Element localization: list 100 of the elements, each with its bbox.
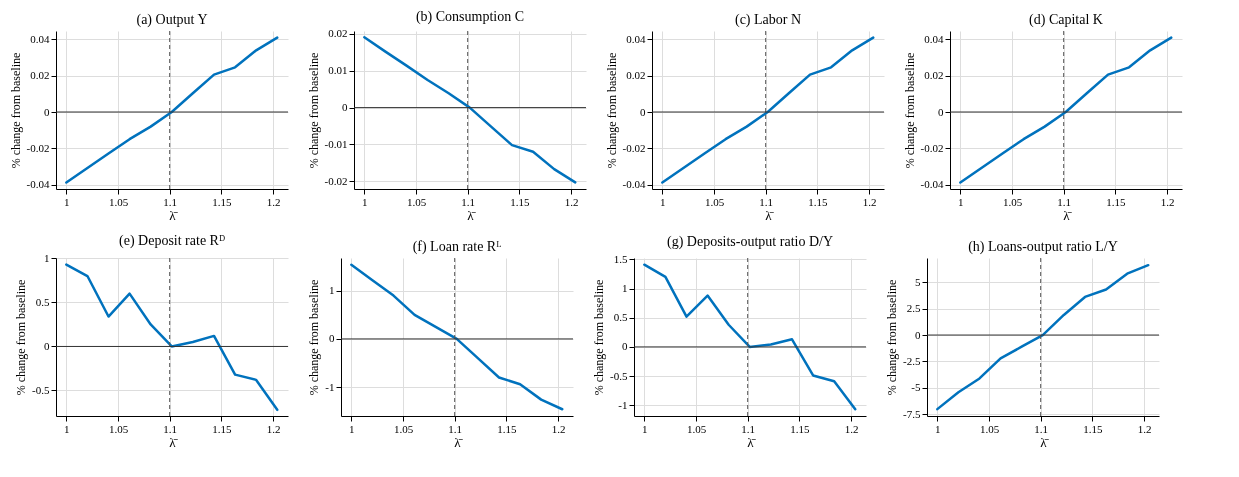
- y-tick-label: -0.01: [324, 137, 348, 150]
- x-tick-label: 1.05: [406, 195, 427, 208]
- x-tick-label: 1: [958, 195, 964, 208]
- x-tick-label: 1.2: [564, 195, 579, 208]
- x-tick-label: 1.15: [212, 195, 232, 208]
- x-axis-title: λ̄: [1063, 207, 1072, 223]
- y-axis-title: % change from baseline: [14, 279, 29, 396]
- y-tick-label: 2.5: [906, 302, 921, 315]
- x-axis-title: λ̄: [467, 207, 476, 223]
- x-tick-label: 1.05: [393, 422, 414, 435]
- y-tick-label: 0: [622, 340, 628, 353]
- y-axis-title: % change from baseline: [306, 52, 321, 169]
- x-tick-label: 1.1: [741, 422, 756, 435]
- y-tick-label: 0: [640, 105, 646, 118]
- line-series: [959, 36, 1173, 184]
- y-tick-label: -0.04: [622, 178, 646, 191]
- y-tick-label: -5: [911, 381, 921, 394]
- y-tick-label: 0: [915, 328, 921, 341]
- x-tick-label: 1.2: [266, 195, 281, 208]
- x-tick-label: 1.1: [759, 195, 774, 208]
- y-axis-title: % change from baseline: [592, 279, 607, 396]
- x-tick-label: 1.05: [979, 422, 1000, 435]
- y-tick-label: -1: [618, 398, 628, 411]
- y-tick-label: 0: [44, 105, 50, 118]
- y-tick-label: 1: [622, 282, 628, 295]
- x-tick-label: 1.05: [1002, 195, 1023, 208]
- x-tick-label: 1: [64, 195, 70, 208]
- y-tick-label: -0.02: [26, 142, 50, 154]
- y-tick-label: 0: [938, 105, 944, 118]
- x-tick-label: 1.1: [448, 422, 463, 435]
- chart-title: (g) Deposits-output ratio D/Y: [666, 234, 834, 251]
- line-series: [65, 36, 279, 184]
- x-tick-label: 1: [362, 195, 368, 208]
- x-tick-label: 1.1: [1034, 422, 1049, 435]
- x-tick-label: 1.15: [790, 422, 810, 435]
- y-tick-label: -0.02: [622, 142, 646, 154]
- y-tick-label: -0.02: [324, 174, 348, 187]
- x-tick-label: 1.15: [212, 422, 232, 435]
- line-series: [661, 36, 875, 184]
- x-tick-label: 1.05: [108, 422, 129, 435]
- y-tick-label: -0.04: [26, 178, 50, 191]
- y-tick-label: 0: [44, 339, 50, 352]
- y-tick-label: 0.5: [35, 295, 50, 308]
- x-axis-title: λ̄: [765, 207, 774, 223]
- chart-title: (d) Capital K: [1029, 11, 1103, 28]
- x-tick-label: 1.2: [266, 422, 281, 435]
- chart-title: (c) Labor N: [734, 11, 802, 28]
- y-axis-title: % change from baseline: [604, 52, 619, 169]
- line-series: [643, 263, 857, 411]
- y-tick-label: -7.5: [903, 407, 921, 420]
- x-tick-label: 1: [64, 422, 70, 435]
- y-tick-label: 0.04: [924, 32, 944, 45]
- x-tick-label: 1.15: [510, 195, 530, 208]
- y-axis-title: % change from baseline: [902, 52, 917, 169]
- x-axis-title: λ̄: [1040, 434, 1049, 450]
- x-tick-label: 1.2: [844, 422, 859, 435]
- y-tick-label: -1: [325, 380, 335, 393]
- x-tick-label: 1.2: [1137, 422, 1152, 435]
- y-tick-label: -0.02: [920, 142, 944, 154]
- line-series: [65, 263, 279, 412]
- y-tick-label: 0.02: [924, 69, 944, 82]
- x-tick-label: 1.1: [1057, 195, 1072, 208]
- x-axis-title: λ̄: [747, 434, 756, 450]
- y-axis-title: % change from baseline: [885, 279, 900, 396]
- y-tick-label: 0.04: [30, 32, 50, 45]
- y-tick-label: 1.5: [613, 252, 628, 265]
- x-axis-title: λ̄: [169, 434, 178, 450]
- y-tick-label: 1: [44, 251, 50, 264]
- y-tick-label: 0.02: [328, 27, 348, 40]
- chart-title: (h) Loans-output ratio L/Y: [968, 238, 1118, 255]
- y-tick-label: 0.04: [626, 32, 646, 45]
- y-tick-label: -0.04: [920, 178, 944, 191]
- line-series: [936, 263, 1150, 411]
- y-tick-label: 0.02: [626, 69, 646, 82]
- y-tick-label: 0.01: [328, 64, 348, 77]
- x-tick-label: 1.05: [704, 195, 725, 208]
- y-axis-title: % change from baseline: [8, 52, 23, 169]
- x-axis-title: λ̄: [169, 207, 178, 223]
- x-tick-label: 1: [660, 195, 666, 208]
- line-series: [363, 36, 577, 184]
- x-tick-label: 1.2: [862, 195, 877, 208]
- x-tick-label: 1.1: [163, 195, 178, 208]
- y-tick-label: 1: [329, 284, 335, 297]
- x-tick-label: 1.1: [163, 422, 178, 435]
- x-tick-label: 1.2: [551, 422, 566, 435]
- y-tick-label: -0.5: [32, 383, 50, 396]
- y-tick-label: 0.02: [30, 69, 50, 82]
- x-tick-label: 1.1: [461, 195, 476, 208]
- x-tick-label: 1.15: [1083, 422, 1103, 435]
- x-tick-label: 1.2: [1160, 195, 1175, 208]
- y-tick-label: 0: [329, 332, 335, 345]
- y-tick-label: 0: [342, 101, 348, 114]
- y-tick-label: -0.5: [610, 369, 628, 382]
- x-tick-label: 1.15: [808, 195, 828, 208]
- x-tick-label: 1.15: [1106, 195, 1126, 208]
- y-tick-label: 5: [915, 275, 921, 288]
- chart-title: (f) Loan rate Rᴸ: [412, 238, 502, 255]
- chart-title: (b) Consumption C: [415, 8, 525, 25]
- x-axis-title: λ̄: [454, 434, 463, 450]
- x-tick-label: 1.05: [108, 195, 129, 208]
